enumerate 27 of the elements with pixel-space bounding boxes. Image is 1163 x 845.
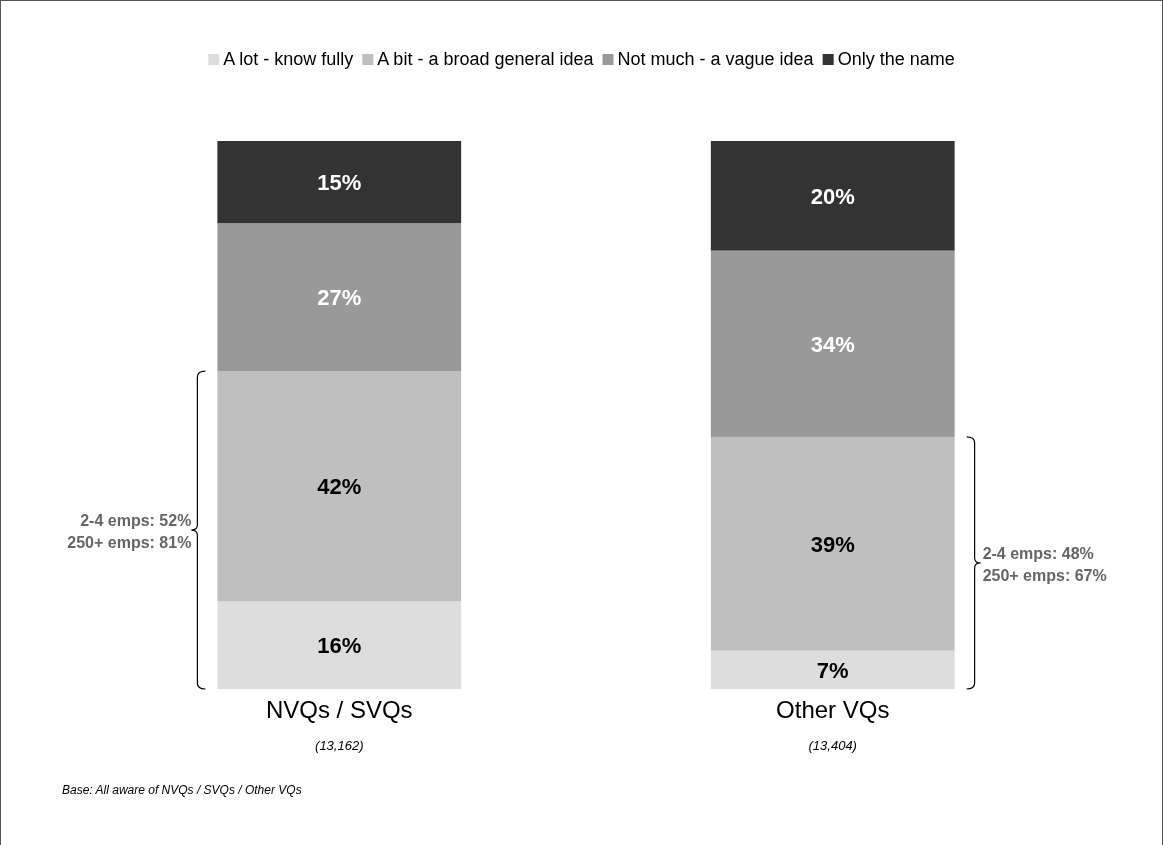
text: (13,404) [808, 738, 857, 753]
legend-label: A bit - a broad general idea [377, 49, 595, 69]
x-tick-label: NVQs / SVQs [265, 696, 413, 723]
data-label: 34% [810, 331, 855, 357]
bar [217, 141, 462, 224]
legend-label: Only the name [837, 49, 955, 69]
bar [710, 436, 955, 651]
data-label: 27% [317, 285, 362, 311]
data-label: 7% [816, 657, 849, 683]
bar [217, 371, 462, 602]
bar [710, 141, 955, 251]
annotation: 2-4 emps: 48% 250+ emps: 67% [982, 544, 1107, 584]
data-label: 42% [317, 474, 362, 500]
data-label: 15% [317, 170, 362, 196]
data-label: 16% [317, 633, 362, 659]
legend-label: A lot - know fully [223, 49, 354, 69]
bar [217, 223, 462, 372]
legend-label: Not much - a vague idea [617, 49, 815, 69]
x-tick-label: Other VQs [776, 696, 890, 723]
text: Base: All aware of NVQs / SVQs / Other VQs [62, 783, 302, 797]
bar [710, 650, 955, 689]
annotation: 2-4 emps: 52% 250+ emps: 81% [67, 512, 192, 552]
bar [217, 601, 462, 689]
text: (13,162) [315, 738, 364, 753]
data-label: 20% [810, 183, 855, 209]
bar [710, 250, 955, 437]
data-label: 39% [810, 531, 855, 557]
